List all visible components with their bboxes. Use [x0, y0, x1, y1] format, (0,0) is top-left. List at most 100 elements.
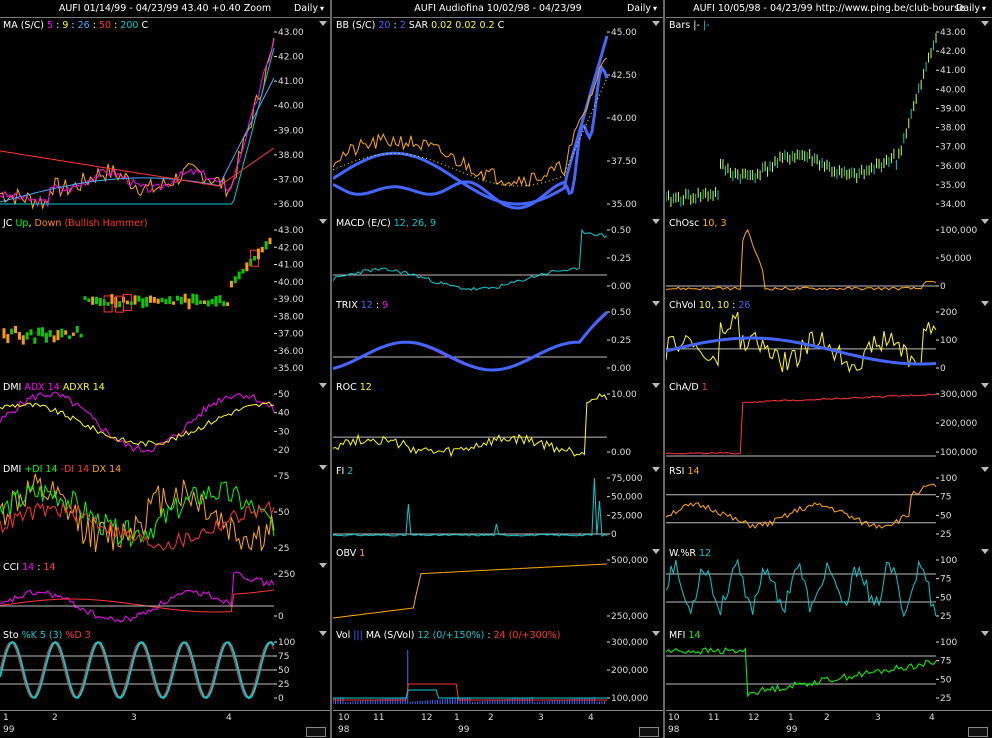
- candlestick: [21, 335, 25, 345]
- candlestick: [253, 255, 257, 261]
- indicator-panel-dmi2[interactable]: 75 50 25 DMI +DI 14 -DI 14 DX 14: [0, 462, 330, 561]
- legend-segment: FI: [336, 466, 348, 477]
- legend-segment: 26: [77, 20, 90, 31]
- candlestick: [206, 300, 210, 307]
- legend-segment: 26: [738, 300, 751, 311]
- y-tick-label: 36.00: [278, 200, 304, 210]
- indicator-panel-roc[interactable]: 10.00 0.00 ROC 12: [333, 380, 663, 465]
- candlestick: [148, 295, 152, 303]
- indicator-panel-dmi1[interactable]: 50 40 30 20 DMI ADX 14 ADXR 14: [0, 380, 330, 463]
- panel-menu-arrow[interactable]: [981, 631, 989, 636]
- scroll-arrows-button[interactable]: [639, 727, 659, 737]
- indicator-panel-chad[interactable]: 300,000 200,000 100,000 ChA/D 1: [666, 380, 992, 465]
- indicator-panel-mfi[interactable]: 100 75 50 25 MFI 14: [666, 628, 992, 711]
- indicator-line: [0, 571, 275, 623]
- panel-menu-arrow[interactable]: [981, 301, 989, 306]
- indicator-panel-trix[interactable]: 0.50 0.25 0.00 TRIX 12 : 9: [333, 298, 663, 381]
- panel-menu-arrow[interactable]: [652, 467, 660, 472]
- panel-menu-arrow[interactable]: [319, 563, 327, 568]
- indicator-line: [0, 401, 275, 447]
- indicator-panel-wr[interactable]: 100 75 50 25 W.%R 12: [666, 546, 992, 629]
- candlestick: [214, 296, 218, 307]
- panel-menu-arrow[interactable]: [319, 631, 327, 636]
- x-tick-label: 2: [824, 713, 830, 723]
- legend-segment: |||: [353, 630, 363, 641]
- y-tick-label: 25: [940, 530, 951, 540]
- candlestick: [14, 326, 18, 334]
- indicator-panel-obv[interactable]: 500,000 250,000 OBV 1: [333, 546, 663, 629]
- panel-menu-arrow[interactable]: [319, 219, 327, 224]
- indicator-panel-chvol[interactable]: 200 100 0 ChVol 10, 10 : 26: [666, 298, 992, 381]
- legend-segment: TRIX: [336, 300, 361, 311]
- candlestick: [179, 296, 183, 305]
- indicator-panel-ma[interactable]: 43.00 42.00 41.00 40.00 39.00 38.00 37.00 36.00…: [0, 18, 330, 217]
- y-tick-label: 37.50: [611, 157, 637, 167]
- period-dropdown[interactable]: Daily: [627, 0, 657, 17]
- indicator-line: [666, 483, 937, 529]
- panel-menu-arrow[interactable]: [652, 301, 660, 306]
- candlestick: [44, 332, 48, 343]
- indicator-panel-chosc[interactable]: 100,000 50,000 0 ChOsc 10, 3: [666, 216, 992, 299]
- plot-area: 250 0: [0, 570, 295, 623]
- indicator-panel-bb[interactable]: 45.00 42.50 40.00 37.50 35.00 BB (S/C) 20 : 2…: [333, 18, 663, 217]
- indicator-panel-bars[interactable]: 43.00 42.00 41.00 40.00 39.00 38.00 37.00 36.00…: [666, 18, 992, 217]
- y-tick-label: 39.00: [278, 295, 304, 305]
- panel-menu-arrow[interactable]: [319, 21, 327, 26]
- panel-menu-arrow[interactable]: [981, 383, 989, 388]
- y-tick-label: 100,000: [940, 226, 977, 236]
- y-tick-label: 40.00: [611, 114, 637, 124]
- indicator-panel-cci[interactable]: 250 0 CCI 14 : 14: [0, 560, 330, 629]
- indicator-line: [0, 147, 275, 187]
- panel-menu-arrow[interactable]: [652, 21, 660, 26]
- candlestick: [183, 293, 187, 303]
- legend-segment: 1: [359, 548, 366, 559]
- panel-menu-arrow[interactable]: [652, 219, 660, 224]
- period-dropdown[interactable]: Daily: [294, 0, 324, 17]
- panel-menu-arrow[interactable]: [319, 383, 327, 388]
- legend-segment: :: [484, 630, 494, 641]
- legend-segment: 9: [62, 20, 69, 31]
- panel-menu-arrow[interactable]: [319, 465, 327, 470]
- legend-segment: Bars: [669, 20, 694, 31]
- panel-menu-arrow[interactable]: [981, 467, 989, 472]
- candlestick: [241, 268, 245, 274]
- legend-segment: 2: [399, 20, 406, 31]
- scroll-arrows-button[interactable]: [968, 727, 988, 737]
- legend-segment: +DI 14: [24, 464, 58, 475]
- indicator-line: [333, 393, 608, 458]
- scroll-arrows-button[interactable]: [306, 727, 326, 737]
- indicator-line: [0, 473, 275, 553]
- y-tick-label: 0: [940, 282, 946, 292]
- y-tick-label: 41.00: [940, 66, 966, 76]
- period-dropdown[interactable]: Daily: [956, 0, 986, 17]
- legend-segment: 20: [378, 20, 391, 31]
- candlestick: [10, 328, 14, 335]
- indicator-line: [0, 641, 275, 699]
- indicator-panel-vol[interactable]: 300,000 200,000 100,000 Vol ||| MA (S/Vol) …: [333, 628, 663, 711]
- y-tick-label: 200,000: [940, 419, 977, 429]
- indicator-panel-rsi[interactable]: 100 75 50 25 RSI 14: [666, 464, 992, 547]
- indicator-panel-jc[interactable]: 43.00 42.00 41.00 40.00 39.00 38.00 37.00 36.00…: [0, 216, 330, 381]
- indicator-panel-sto[interactable]: 100 75 50 25 0 Sto %K 5 (3) %D 3: [0, 628, 330, 711]
- panel-menu-arrow[interactable]: [652, 631, 660, 636]
- year-label: 99: [3, 725, 15, 735]
- panel-legend: CCI 14 : 14: [3, 562, 56, 573]
- indicator-panel-fi[interactable]: 75,000 50,000 25,000 0 FI 2: [333, 464, 663, 547]
- plot-area: 200 100 0: [666, 308, 957, 374]
- candlestick: [48, 330, 52, 337]
- panel-menu-arrow[interactable]: [981, 549, 989, 554]
- column-divider[interactable]: [663, 0, 665, 738]
- indicator-line: [333, 683, 607, 701]
- indicator-panel-macd[interactable]: 0.50 0.25 0.00 MACD (E/C) 12, 26, 9: [333, 216, 663, 299]
- legend-segment: Up: [15, 218, 29, 229]
- panel-menu-arrow[interactable]: [652, 549, 660, 554]
- chart-title: AUFI 10/05/98 - 04/23/99 http://www.ping…: [693, 3, 965, 14]
- column-divider[interactable]: [330, 0, 332, 738]
- legend-segment: 24 (0/+300%): [493, 630, 561, 641]
- pattern-marker: [103, 295, 113, 313]
- y-tick-label: 38.00: [278, 312, 304, 322]
- panel-menu-arrow[interactable]: [652, 383, 660, 388]
- x-tick-label: 10: [668, 713, 680, 723]
- panel-menu-arrow[interactable]: [981, 219, 989, 224]
- panel-menu-arrow[interactable]: [981, 21, 989, 26]
